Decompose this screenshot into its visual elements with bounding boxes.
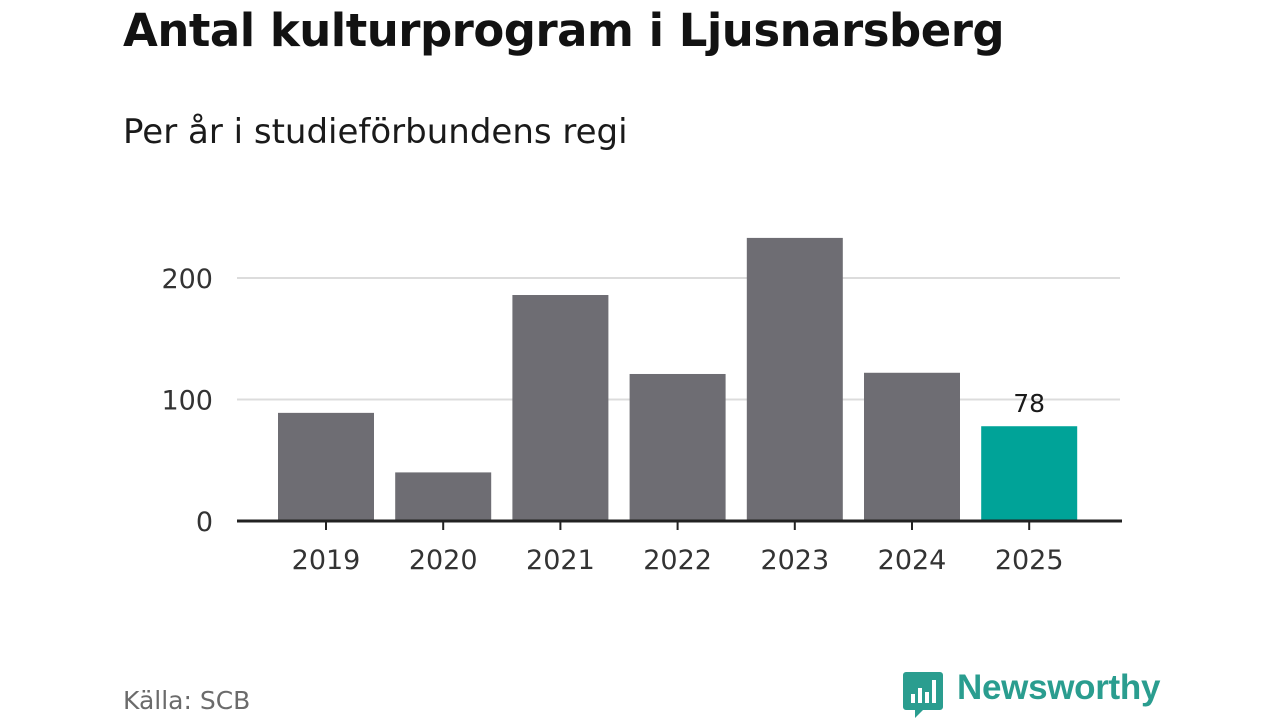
x-tick-label: 2021 [526,545,595,576]
bar-2022 [629,373,726,521]
x-axis [237,519,1122,530]
bar-2023 [746,237,843,521]
bars [278,237,1078,521]
bar-2024 [864,372,960,521]
chart-title: Antal kulturprogram i Ljusnarsberg [123,4,1005,57]
bar-2021 [512,295,609,521]
x-tick-label: 2024 [878,545,947,576]
y-tick-label: 200 [161,264,213,295]
source-note: Källa: SCB [123,686,251,715]
x-tick-label: 2020 [409,545,478,576]
labels: 0 100 200 2019 2020 2021 2022 2023 2024 2025 78 [161,264,1063,576]
bar-2019 [278,412,374,521]
x-tick-label: 2025 [995,545,1064,576]
y-tick-label: 0 [196,507,213,538]
bar-2025 [981,426,1078,521]
x-tick-label: 2023 [760,545,829,576]
newsworthy-logo-icon [903,672,943,718]
brand-logo: Newsworthy [903,668,1161,720]
x-tick-label: 2022 [643,545,712,576]
data-label: 78 [1013,389,1045,418]
brand-name: Newsworthy [957,668,1161,707]
x-tick-label: 2019 [292,545,361,576]
bar-2020 [395,472,492,521]
chart-subtitle: Per år i studieförbundens regi [123,112,628,152]
y-tick-label: 100 [161,386,213,417]
